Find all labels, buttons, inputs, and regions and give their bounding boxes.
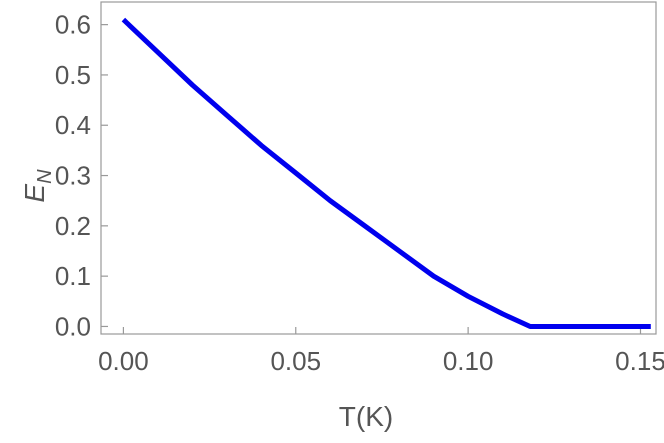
x-tick-label: 0.10 xyxy=(443,346,494,376)
y-axis-title: EN xyxy=(19,169,56,203)
y-tick-label: 0.1 xyxy=(55,261,91,291)
y-tick-label: 0.2 xyxy=(55,211,91,241)
x-tick-label: 0.05 xyxy=(270,346,321,376)
y-tick-label: 0.4 xyxy=(55,110,91,140)
svg-text:EN: EN xyxy=(19,169,56,203)
series-layer xyxy=(121,17,651,329)
plot-frame xyxy=(100,1,657,335)
y-tick-label: 0.5 xyxy=(55,60,91,90)
x-axis-title: T(K) xyxy=(339,401,393,432)
y-tick-label: 0.0 xyxy=(55,311,91,341)
series-line xyxy=(121,17,651,329)
x-tick-label: 0.15 xyxy=(615,346,664,376)
y-axis-title-main: E xyxy=(19,184,50,203)
y-axis-ticks: 0.0 0.1 0.2 0.3 0.4 0.5 0.6 xyxy=(55,10,108,341)
y-axis-title-subscript: N xyxy=(34,169,56,184)
y-tick-label: 0.6 xyxy=(55,10,91,40)
y-tick-label: 0.3 xyxy=(55,161,91,191)
x-tick-label: 0.00 xyxy=(98,346,149,376)
x-axis-ticks: 0.00 0.05 0.10 0.15 xyxy=(98,327,664,376)
